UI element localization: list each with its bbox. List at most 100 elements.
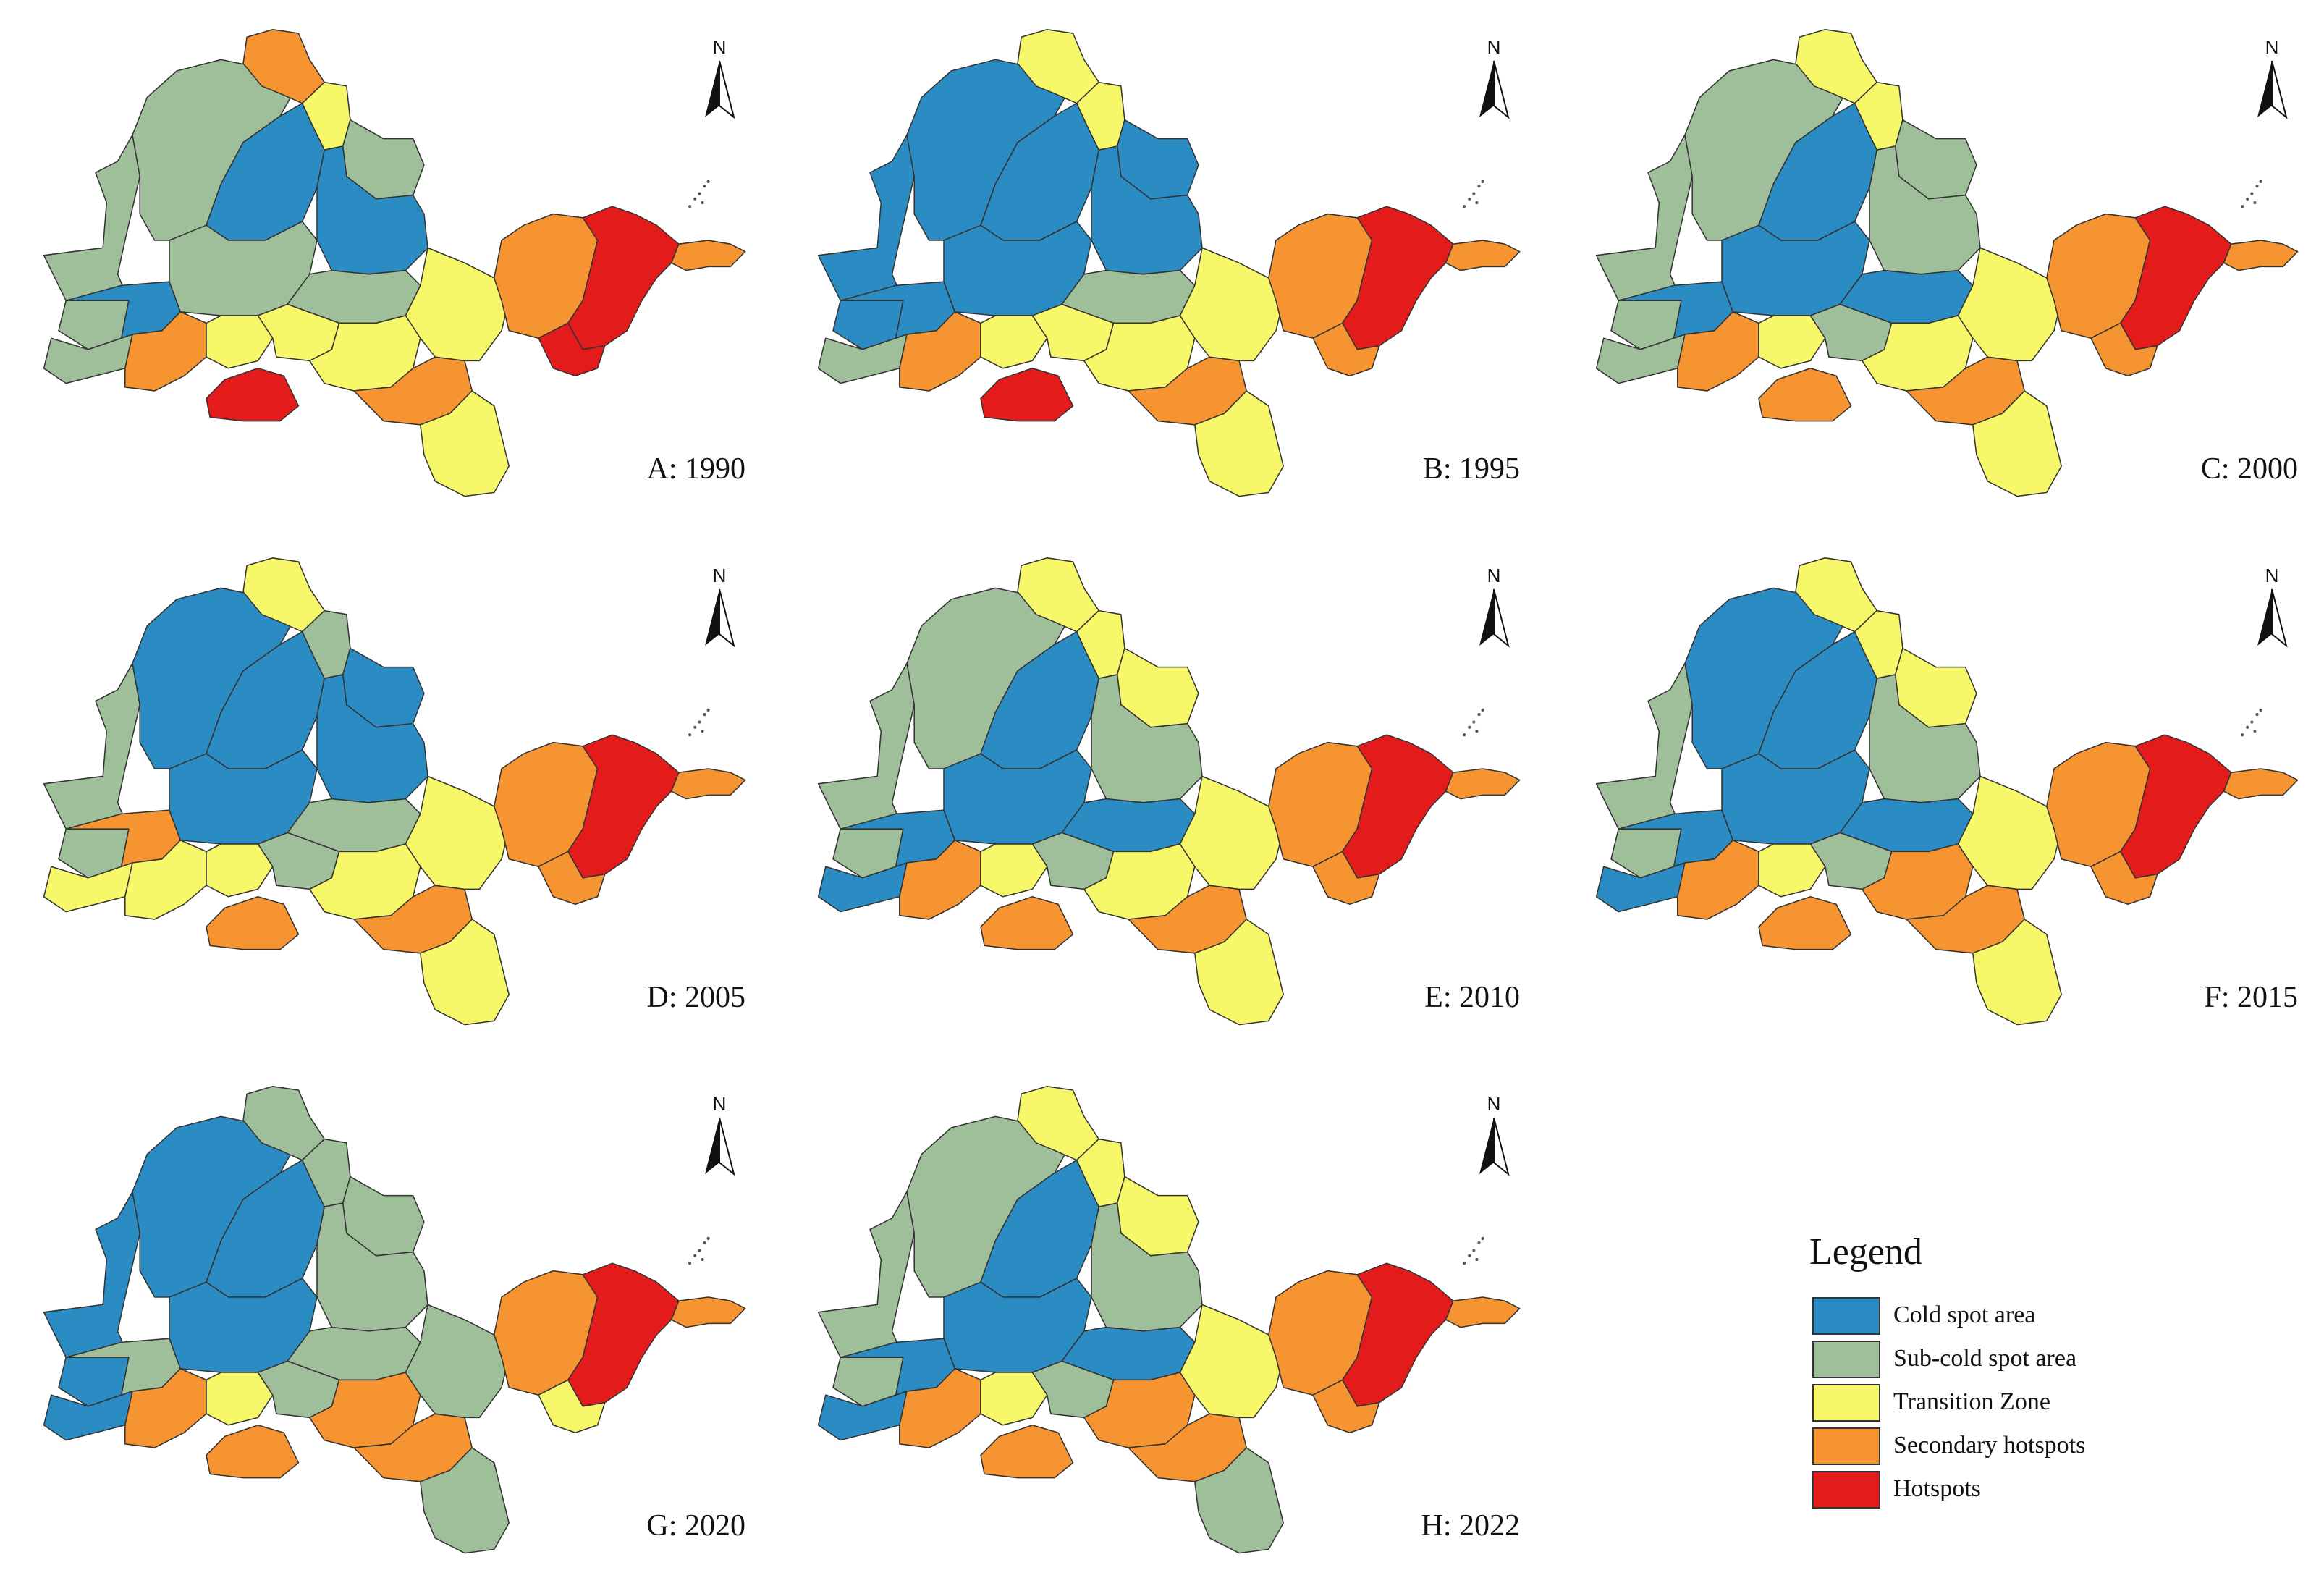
north-label: N bbox=[712, 565, 727, 586]
island-dot bbox=[1472, 192, 1476, 195]
map-region bbox=[420, 1447, 510, 1554]
map-region bbox=[1194, 390, 1284, 497]
map-region bbox=[1906, 356, 2025, 426]
island-dot bbox=[1475, 1257, 1479, 1262]
region-map bbox=[43, 557, 746, 1026]
north-arrow-shape bbox=[1479, 1117, 1510, 1176]
north-label: N bbox=[712, 1093, 727, 1115]
north-arrow-shape bbox=[1479, 60, 1510, 119]
legend: Legend Cold spot area Sub-cold spot area… bbox=[1809, 1231, 2215, 1520]
map-panel: N E: 2010 bbox=[789, 543, 1542, 1050]
legend-swatch-hot bbox=[1812, 1471, 1880, 1509]
island-dot bbox=[688, 1262, 692, 1265]
island-dot bbox=[2255, 713, 2259, 717]
map-region bbox=[1017, 29, 1099, 104]
legend-item-transition: Transition Zone bbox=[1809, 1384, 2215, 1427]
island-dot bbox=[693, 725, 697, 729]
north-label: N bbox=[712, 36, 727, 58]
map-region bbox=[980, 896, 1074, 950]
island-dot bbox=[2241, 205, 2244, 208]
map-region bbox=[1179, 1304, 1284, 1419]
map-region bbox=[1017, 1086, 1099, 1161]
map-region bbox=[538, 322, 606, 376]
north-label: N bbox=[1487, 565, 1501, 586]
map-region bbox=[2223, 768, 2299, 800]
island-dot bbox=[693, 197, 697, 201]
island-dot bbox=[706, 180, 710, 183]
map-region bbox=[206, 843, 274, 898]
legend-label-cold: Cold spot area bbox=[1893, 1301, 2036, 1328]
map-region bbox=[670, 1296, 746, 1328]
legend-title: Legend bbox=[1809, 1231, 1922, 1273]
north-arrow-icon: N bbox=[698, 565, 741, 651]
north-arrow-shape bbox=[1479, 588, 1510, 648]
island-dot bbox=[1475, 201, 1479, 205]
map-region bbox=[242, 557, 325, 633]
region-map bbox=[817, 557, 1521, 1026]
map-region bbox=[405, 1304, 510, 1419]
legend-item-secondary: Secondary hotspots bbox=[1809, 1427, 2215, 1471]
map-panel: N D: 2005 bbox=[14, 543, 767, 1050]
island-dot bbox=[1463, 205, 1466, 208]
legend-label-subcold: Sub-cold spot area bbox=[1893, 1345, 2077, 1372]
map-region bbox=[420, 390, 510, 497]
map-region bbox=[206, 1425, 300, 1479]
panel-label: E: 2010 bbox=[1424, 981, 1520, 1014]
map-region bbox=[2120, 206, 2232, 350]
map-panel: N B: 1995 bbox=[789, 14, 1542, 521]
map-region bbox=[1906, 885, 2025, 954]
map-region bbox=[405, 247, 510, 362]
map-region bbox=[567, 1262, 680, 1407]
map-region bbox=[1445, 240, 1521, 271]
island-dot bbox=[2246, 725, 2249, 729]
region-map bbox=[817, 29, 1521, 497]
map-region bbox=[1128, 356, 1247, 426]
island-dot bbox=[1468, 1254, 1471, 1257]
map-panel: N G: 2020 bbox=[14, 1071, 767, 1578]
panel-label: A: 1990 bbox=[646, 452, 746, 486]
north-arrow-shape bbox=[705, 1117, 735, 1176]
map-region bbox=[1128, 885, 1247, 954]
map-region bbox=[1194, 919, 1284, 1026]
island-dot bbox=[1463, 1262, 1466, 1265]
island-dot bbox=[1475, 729, 1479, 733]
map-region bbox=[1342, 1262, 1454, 1407]
legend-label-secondary: Secondary hotspots bbox=[1893, 1432, 2086, 1459]
region-map bbox=[1595, 557, 2299, 1026]
map-region bbox=[1194, 1447, 1284, 1554]
north-arrow-icon: N bbox=[1472, 36, 1516, 123]
panel-label: G: 2020 bbox=[646, 1509, 746, 1543]
island-dot bbox=[1477, 1241, 1481, 1245]
map-region bbox=[567, 206, 680, 350]
north-arrow-shape bbox=[705, 60, 735, 119]
map-region bbox=[1342, 206, 1454, 350]
north-arrow-icon: N bbox=[1472, 565, 1516, 651]
island-dot bbox=[698, 192, 701, 195]
map-region bbox=[1795, 557, 1877, 633]
map-region bbox=[2090, 851, 2158, 905]
north-label: N bbox=[1487, 1093, 1501, 1115]
island-dot bbox=[701, 1257, 704, 1262]
map-region bbox=[353, 356, 473, 426]
map-panel: N C: 2000 bbox=[1567, 14, 2320, 521]
north-arrow-icon: N bbox=[1472, 1093, 1516, 1180]
north-arrow-shape bbox=[705, 588, 735, 648]
island-dot bbox=[1463, 733, 1466, 737]
map-region bbox=[1128, 1413, 1247, 1482]
island-dot bbox=[2241, 733, 2244, 737]
island-dot bbox=[1468, 197, 1471, 201]
island-dot bbox=[1481, 1236, 1484, 1240]
north-arrow-icon: N bbox=[698, 36, 741, 123]
panel-label: H: 2022 bbox=[1421, 1509, 1521, 1543]
map-region bbox=[206, 368, 300, 422]
island-dot bbox=[688, 733, 692, 737]
map-region bbox=[1445, 1296, 1521, 1328]
island-dot bbox=[1481, 180, 1484, 183]
island-dot bbox=[1477, 713, 1481, 717]
island-dot bbox=[698, 720, 701, 724]
map-region bbox=[1312, 322, 1380, 376]
map-region bbox=[980, 368, 1074, 422]
map-panel: N A: 1990 bbox=[14, 14, 767, 521]
north-arrow-shape bbox=[2257, 60, 2288, 119]
map-region bbox=[1179, 247, 1284, 362]
